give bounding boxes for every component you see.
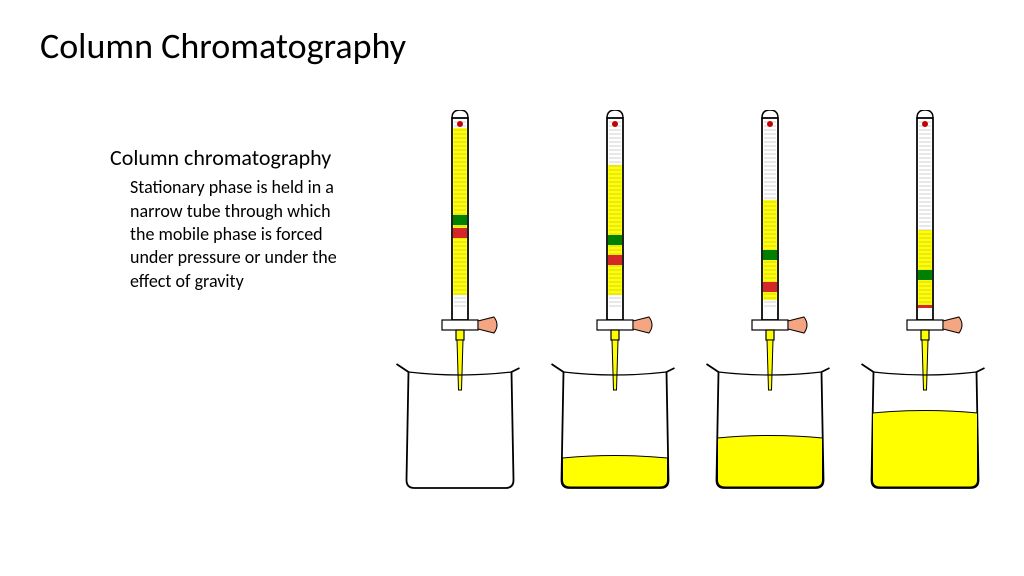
column-4 [855, 110, 995, 510]
subtitle: Column chromatography [110, 145, 340, 170]
chromatography-diagram [390, 110, 1010, 530]
column-2 [545, 110, 685, 510]
column-3 [700, 110, 840, 510]
page-title: Column Chromatography [40, 24, 406, 68]
description: Stationary phase is held in a narrow tub… [110, 176, 340, 293]
column-1 [390, 110, 530, 510]
text-block: Column chromatography Stationary phase i… [110, 145, 340, 293]
